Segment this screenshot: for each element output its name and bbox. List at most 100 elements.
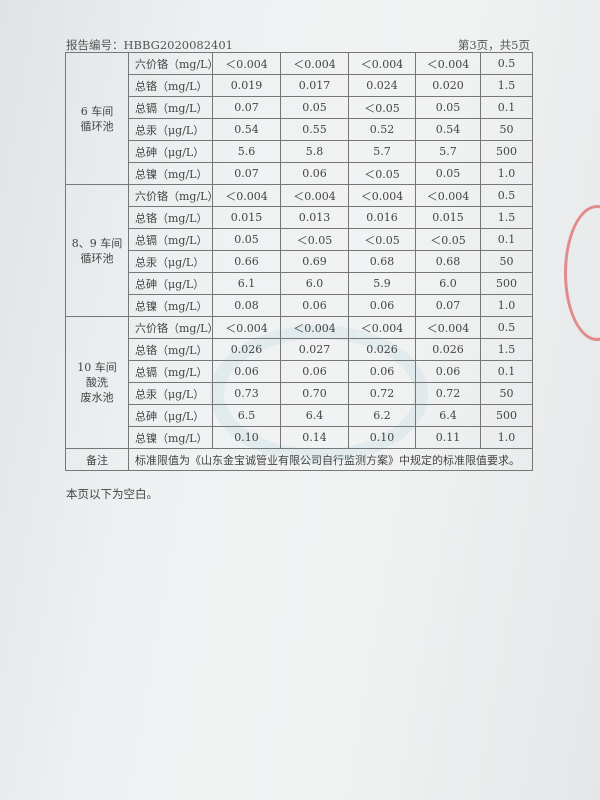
value-cell: 0.017 [280,74,349,97]
value-cell: 5.6 [212,140,281,163]
table-row: 总镉（mg/L） 0.06 0.06 0.06 0.06 0.1 [66,360,533,383]
value-cell: 0.11 [415,426,481,449]
value-cell: 0.55 [280,118,349,141]
page-indicator: 第3页，共5页 [457,38,530,52]
value-cell: 0.72 [348,382,416,405]
value-cell: ＜0.004 [212,184,281,207]
value-cell: 0.73 [212,382,281,405]
value-cell: 0.68 [348,250,416,273]
parameter-cell: 总铬（mg/L） [128,338,213,361]
value-cell: 0.019 [212,74,281,97]
parameter-cell: 六价铬（mg/L） [128,316,218,339]
value-cell: 0.05 [415,96,481,119]
value-cell: 6.2 [348,404,416,427]
value-cell: 6.0 [280,272,349,295]
report-number: 报告编号：HBBG2020082401 [66,38,233,52]
value-cell: ＜0.05 [348,228,416,251]
value-cell: 0.027 [280,338,349,361]
notes-row: 备注 标准限值为《山东金宝诚管业有限公司自行监测方案》中规定的标准限值要求。 [65,448,533,471]
red-stamp [564,205,600,341]
value-cell: 0.70 [280,382,349,405]
table-row: 总砷（μg/L） 5.6 5.8 5.7 5.7 500 [66,140,533,163]
sampling-point: 8、9 车间 循环池 [65,184,129,317]
limit-cell: 0.5 [480,316,533,339]
parameter-cell: 六价铬（mg/L） [128,184,218,207]
value-cell: 0.68 [415,250,481,273]
value-cell: 6.0 [415,272,481,295]
parameter-cell: 总镉（mg/L） [128,360,213,383]
value-cell: 6.4 [280,404,349,427]
value-cell: 0.020 [415,74,481,97]
value-cell: ＜0.05 [348,162,416,185]
table-row: 总汞（μg/L） 0.73 0.70 0.72 0.72 50 [66,382,533,405]
value-cell: 5.7 [348,140,416,163]
table-row: 总汞（μg/L） 0.66 0.69 0.68 0.68 50 [66,250,533,273]
parameter-cell: 总汞（μg/L） [128,250,213,273]
value-cell: ＜0.004 [212,52,281,75]
limit-cell: 50 [480,382,533,405]
limit-cell: 1.0 [480,162,533,185]
value-cell: 0.72 [415,382,481,405]
limit-cell: 1.5 [480,74,533,97]
value-cell: ＜0.05 [280,228,349,251]
parameter-cell: 总砷（μg/L） [128,404,213,427]
value-cell: ＜0.004 [280,316,349,339]
value-cell: 0.06 [348,360,416,383]
limit-cell: 500 [480,272,533,295]
value-cell: 0.07 [212,96,281,119]
value-cell: 0.14 [280,426,349,449]
limit-cell: 1.0 [480,426,533,449]
parameter-cell: 总砷（μg/L） [128,272,213,295]
table-row: 总砷（μg/L） 6.5 6.4 6.2 6.4 500 [66,404,533,427]
value-cell: 0.06 [212,360,281,383]
value-cell: 0.05 [280,96,349,119]
value-cell: 0.54 [415,118,481,141]
table-row: 总铬（mg/L） 0.015 0.013 0.016 0.015 1.5 [66,206,533,229]
value-cell: 0.06 [348,294,416,317]
parameter-cell: 总镉（mg/L） [128,228,213,251]
table-row: 总镍（mg/L） 0.07 0.06 ＜0.05 0.05 1.0 [66,162,533,185]
table-row: 总镍（mg/L） 0.08 0.06 0.06 0.07 1.0 [66,294,533,317]
parameter-cell: 总镍（mg/L） [128,426,213,449]
limit-cell: 50 [480,250,533,273]
table-row: 8、9 车间 循环池 六价铬（mg/L） ＜0.004 ＜0.004 ＜0.004 ＜0.… [65,184,533,317]
limit-cell: 500 [480,140,533,163]
value-cell: 0.06 [415,360,481,383]
value-cell: 5.8 [280,140,349,163]
value-cell: 0.07 [415,294,481,317]
value-cell: ＜0.004 [212,316,281,339]
blank-page-note: 本页以下为空白。 [66,487,158,501]
table-row: 总砷（μg/L） 6.1 6.0 5.9 6.0 500 [66,272,533,295]
value-cell: ＜0.004 [280,52,349,75]
value-cell: 6.1 [212,272,281,295]
value-cell: ＜0.004 [348,184,416,207]
value-cell: 0.07 [212,162,281,185]
value-cell: 0.015 [415,206,481,229]
parameter-cell: 六价铬（mg/L） [128,52,218,75]
value-cell: 5.9 [348,272,416,295]
parameter-cell: 总汞（μg/L） [128,118,213,141]
parameter-cell: 总砷（μg/L） [128,140,213,163]
table-row: 总铬（mg/L） 0.026 0.027 0.026 0.026 1.5 [66,338,533,361]
parameter-cell: 总汞（μg/L） [128,382,213,405]
value-cell: ＜0.004 [280,184,349,207]
parameter-cell: 总镉（mg/L） [128,96,213,119]
notes-text: 标准限值为《山东金宝诚管业有限公司自行监测方案》中规定的标准限值要求。 [128,448,533,471]
value-cell: 0.013 [280,206,349,229]
value-cell: 0.06 [280,294,349,317]
table-row: 10 车间 酸洗 废水池 六价铬（mg/L） ＜0.004 ＜0.004 ＜0.004 ＜… [65,316,533,449]
value-cell: 0.05 [415,162,481,185]
value-cell: 0.10 [348,426,416,449]
parameter-cell: 总铬（mg/L） [128,74,213,97]
table-row: 总铬（mg/L） 0.019 0.017 0.024 0.020 1.5 [66,74,533,97]
value-cell: 0.024 [348,74,416,97]
table-row: 6 车间 循环池 六价铬（mg/L） ＜0.004 ＜0.004 ＜0.004 ＜0.00… [65,52,533,185]
value-cell: 0.026 [415,338,481,361]
value-cell: 0.026 [212,338,281,361]
sampling-point: 6 车间 循环池 [65,52,129,185]
value-cell: ＜0.004 [348,316,416,339]
value-cell: ＜0.004 [415,52,481,75]
limit-cell: 0.1 [480,96,533,119]
limit-cell: 500 [480,404,533,427]
limit-cell: 0.1 [480,228,533,251]
